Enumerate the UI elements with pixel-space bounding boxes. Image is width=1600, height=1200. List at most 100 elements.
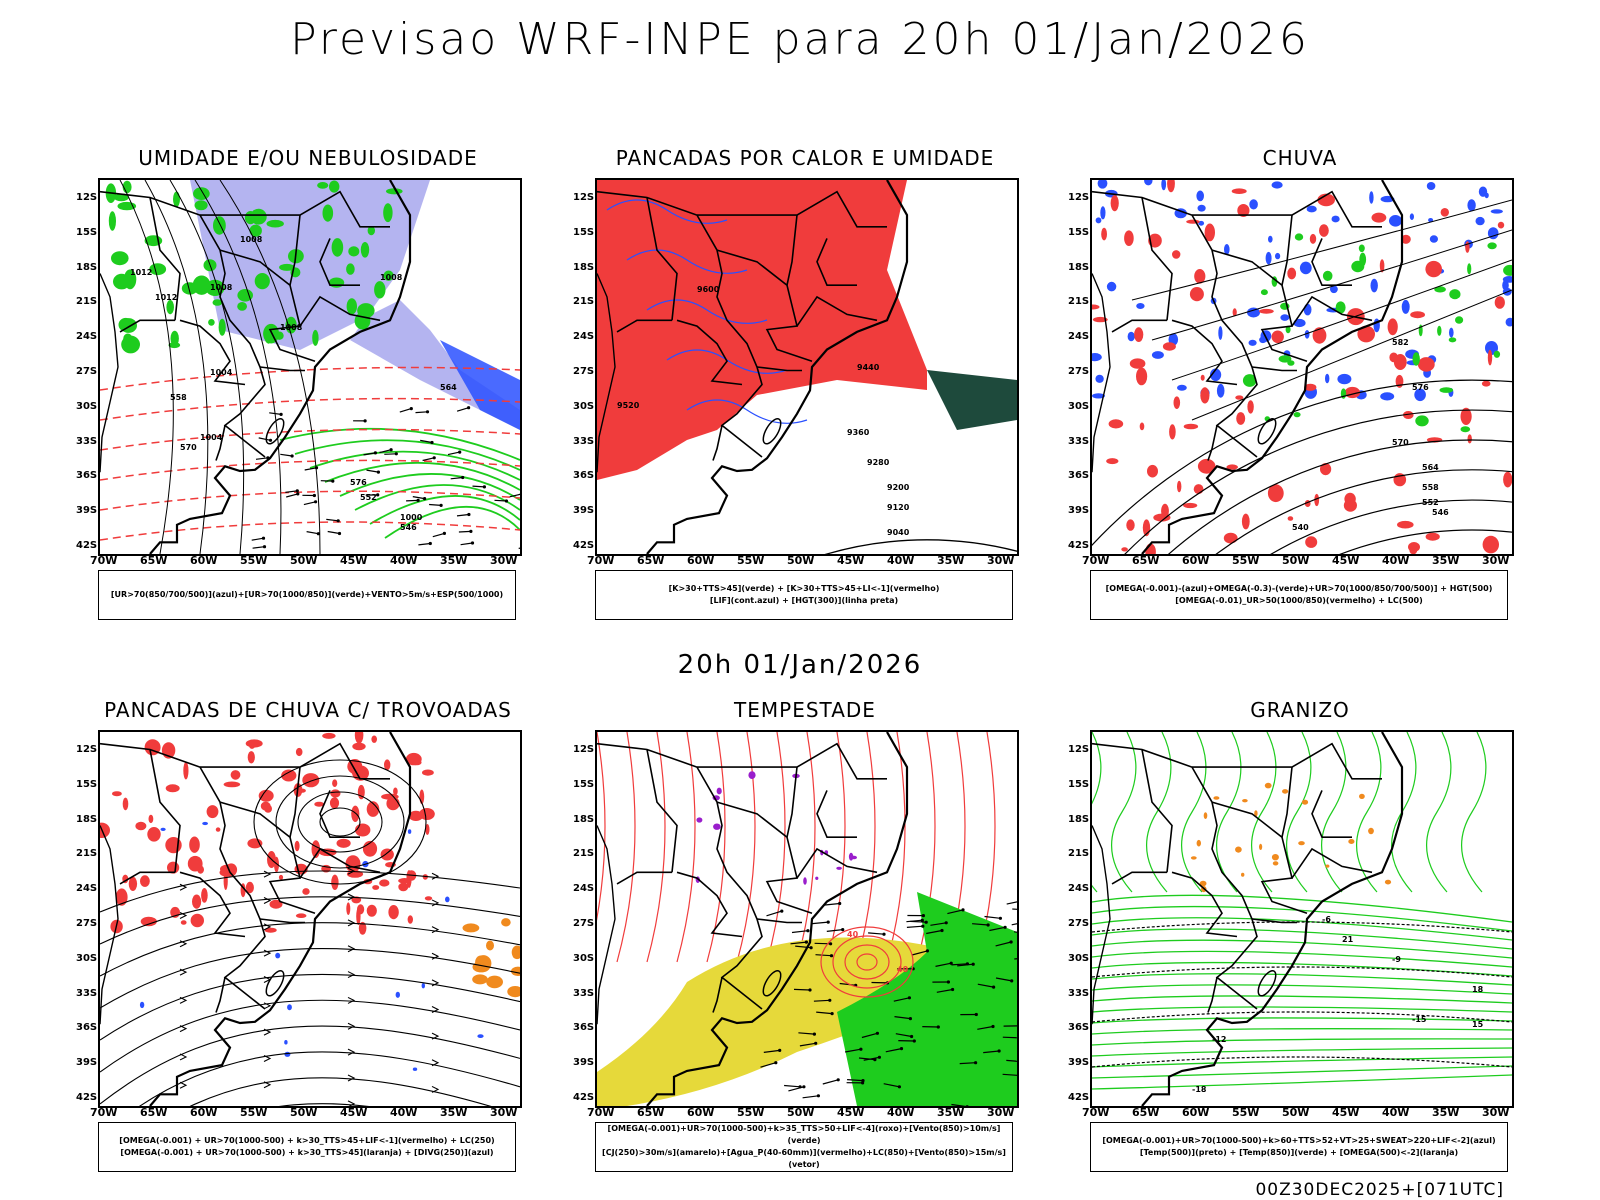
flow-arrow: [431, 979, 440, 987]
wind-vector: [379, 449, 392, 454]
wind-vector: [893, 997, 910, 1002]
wind-contour: [706, 732, 726, 963]
storm-red: [336, 838, 351, 848]
wind-vector: [951, 1103, 967, 1106]
storm-red: [346, 902, 351, 915]
humidity-low-levels: [113, 273, 131, 290]
humidity-low-levels: [218, 318, 226, 336]
omega-green: [1359, 252, 1367, 267]
lat-tick-label: 21S: [1068, 296, 1090, 308]
storm-red: [260, 801, 271, 811]
omega-ur-red: [1124, 230, 1134, 246]
omega-ur-red: [1139, 422, 1145, 431]
omega-green: [1242, 374, 1257, 387]
wind-vector: [447, 451, 460, 456]
run-info-label: 00Z30DEC2025+[071UTC]: [1255, 1180, 1504, 1200]
contour-label: 9280: [867, 458, 890, 467]
humidity-low-levels: [383, 203, 393, 223]
lon-tick-label: 40W: [887, 554, 915, 567]
lon-tick-label: 40W: [390, 1106, 418, 1119]
streamline: [100, 922, 520, 977]
panel-trovoadas: PANCADAS DE CHUVA C/ TROVOADAS 12S 15S 18S 2…: [58, 698, 558, 1172]
lon-tick-label: 35W: [937, 1106, 965, 1119]
vector-head: [921, 924, 925, 928]
legend-line: [OMEGA(-0.001) + UR>70(1000-500) + k>30_…: [119, 1136, 495, 1145]
flow-arrow: [347, 1100, 356, 1106]
flow-arrow: [431, 926, 440, 934]
storm-red: [147, 827, 161, 842]
omega-ur-red: [1232, 308, 1237, 317]
country-state-border: [1311, 238, 1352, 286]
temp-850-contour: [1092, 984, 1512, 995]
contour-label: 558: [1422, 483, 1439, 492]
wind-contour: [597, 732, 606, 921]
humidity-low-levels: [117, 201, 137, 211]
omega-ur-red: [1497, 221, 1505, 229]
omega-ur-red: [1389, 352, 1398, 363]
wind-vector: [911, 950, 928, 956]
lon-tick-label: 60W: [190, 1106, 218, 1119]
storm-red: [419, 808, 435, 820]
storm-orange: [486, 940, 494, 951]
lat-tick-label: 21S: [573, 848, 595, 860]
vector-head: [899, 1047, 904, 1051]
omega-ur-red: [1108, 419, 1124, 429]
storm-orange: [475, 955, 492, 972]
wind-vector: [1006, 1059, 1017, 1062]
storm-red: [332, 779, 338, 787]
wind-vector: [906, 925, 923, 928]
legend-box: [OMEGA(-0.001)+UR>70(1000-500)+k>35_TTS>…: [595, 1122, 1013, 1172]
divergence-blue: [412, 1067, 418, 1071]
vector-head: [992, 985, 996, 989]
omega-ur-red: [1161, 503, 1169, 519]
wind-vector: [384, 453, 397, 455]
storm-red: [322, 732, 336, 739]
lat-tick-label: 24S: [76, 883, 98, 895]
vector-head: [458, 450, 462, 454]
omega-blue: [1409, 213, 1414, 220]
lon-tick-label: 45W: [1332, 554, 1360, 567]
wind-vector: [995, 977, 1012, 982]
wind-vector: [420, 439, 433, 444]
country-state-border: [215, 425, 226, 461]
wind-contour: [616, 732, 636, 963]
storm-red: [366, 801, 380, 817]
omega-ur-red: [1241, 513, 1250, 530]
map-umidade: 1008 1008 1012 1012 1008 1008 1004 1004 1000 576 5…: [98, 178, 522, 556]
omega-ur-red: [1126, 519, 1135, 531]
storm-red: [302, 773, 320, 788]
lat-tick-label: 36S: [573, 1022, 595, 1034]
streamline: [100, 870, 520, 913]
vector-head: [998, 916, 1002, 920]
vector-head: [470, 541, 475, 545]
temp-850-contour: [1092, 1038, 1512, 1046]
storm-red: [352, 742, 366, 751]
vector-head: [997, 1049, 1001, 1053]
omega-ur-red: [1197, 458, 1216, 474]
streamline: [100, 973, 520, 1041]
wind-vector: [936, 988, 953, 993]
vector-head: [778, 1048, 782, 1052]
temp-850-contour: [1092, 1056, 1512, 1068]
omega-ur-red: [1409, 546, 1418, 554]
omega-ur-red: [1397, 520, 1414, 529]
lat-tick-label: 42S: [573, 540, 595, 551]
omega-orange: [1368, 827, 1374, 835]
omega-ur-red: [1425, 532, 1440, 541]
vector-head: [808, 988, 812, 992]
vector-head: [504, 499, 508, 503]
wind-vector: [799, 1042, 816, 1047]
omega-ur-red: [1226, 464, 1238, 470]
flow-arrow: [431, 1006, 440, 1013]
omega-orange: [1241, 872, 1245, 877]
streamline: [100, 999, 520, 1073]
streamline: [1151, 229, 1512, 341]
vector-head: [268, 438, 273, 442]
thickness-contour: [100, 490, 520, 511]
wind-vector: [972, 923, 989, 926]
wind-vector: [303, 501, 316, 506]
omega-ur-red: [1092, 304, 1100, 310]
humidity-low-levels: [118, 317, 134, 332]
flow-arrow: [347, 1022, 356, 1030]
omega-ur-red: [1136, 367, 1148, 386]
